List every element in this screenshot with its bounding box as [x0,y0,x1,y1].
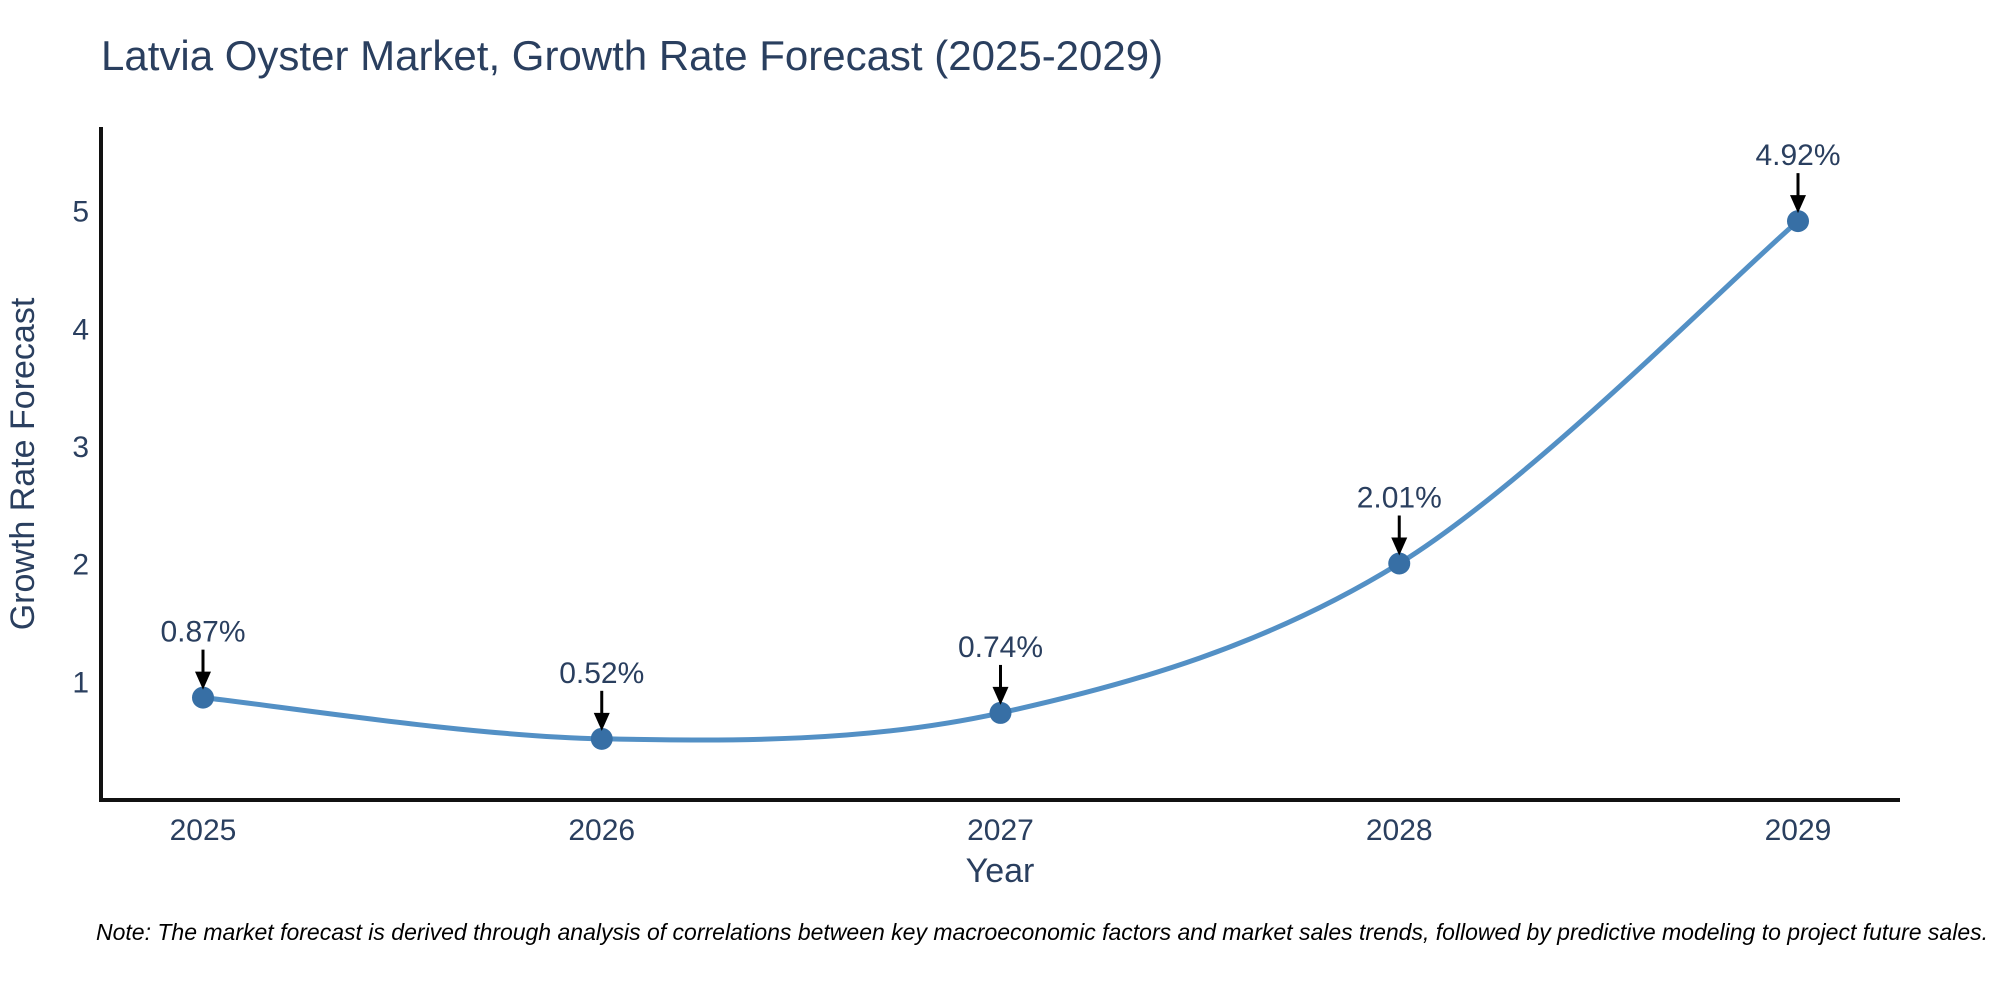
plot-area: 1 2 3 4 5 2025 2026 2027 2028 2029 0.87% 0.52% 0.74%… [72,127,1900,847]
x-axis-title: Year [966,852,1035,890]
annotation-label: 2.01% [1357,482,1442,515]
annotation-arrowhead [593,712,610,731]
y-tick-label: 2 [72,549,89,582]
data-point [192,686,214,709]
x-tick-label: 2026 [568,814,635,847]
data-point [1388,552,1411,575]
annotation-label: 0.74% [958,631,1043,664]
x-tick-label: 2029 [1765,814,1832,847]
x-tick-label: 2028 [1366,814,1433,847]
chart-title: Latvia Oyster Market, Growth Rate Foreca… [101,32,1163,79]
y-tick-label: 1 [72,666,89,699]
annotation-label: 0.52% [559,657,644,690]
x-tick-label: 2025 [170,814,237,847]
annotation-label: 0.87% [160,616,245,649]
y-tick-label: 4 [72,313,89,346]
y-tick-label: 3 [72,431,89,464]
annotation-label: 4.92% [1755,139,1840,172]
annotation-arrowhead [992,686,1009,705]
data-point [590,727,613,750]
data-point [989,701,1012,724]
x-tick-label: 2027 [967,814,1034,847]
annotation-arrowhead [1391,537,1408,556]
footnote: Note: The market forecast is derived thr… [96,919,1988,945]
annotation-arrowhead [195,671,211,690]
y-tick-label: 5 [72,196,89,229]
annotation-arrowhead [1790,195,1806,214]
y-axis-title: Growth Rate Forecast [4,297,42,630]
data-point [1787,210,1809,233]
